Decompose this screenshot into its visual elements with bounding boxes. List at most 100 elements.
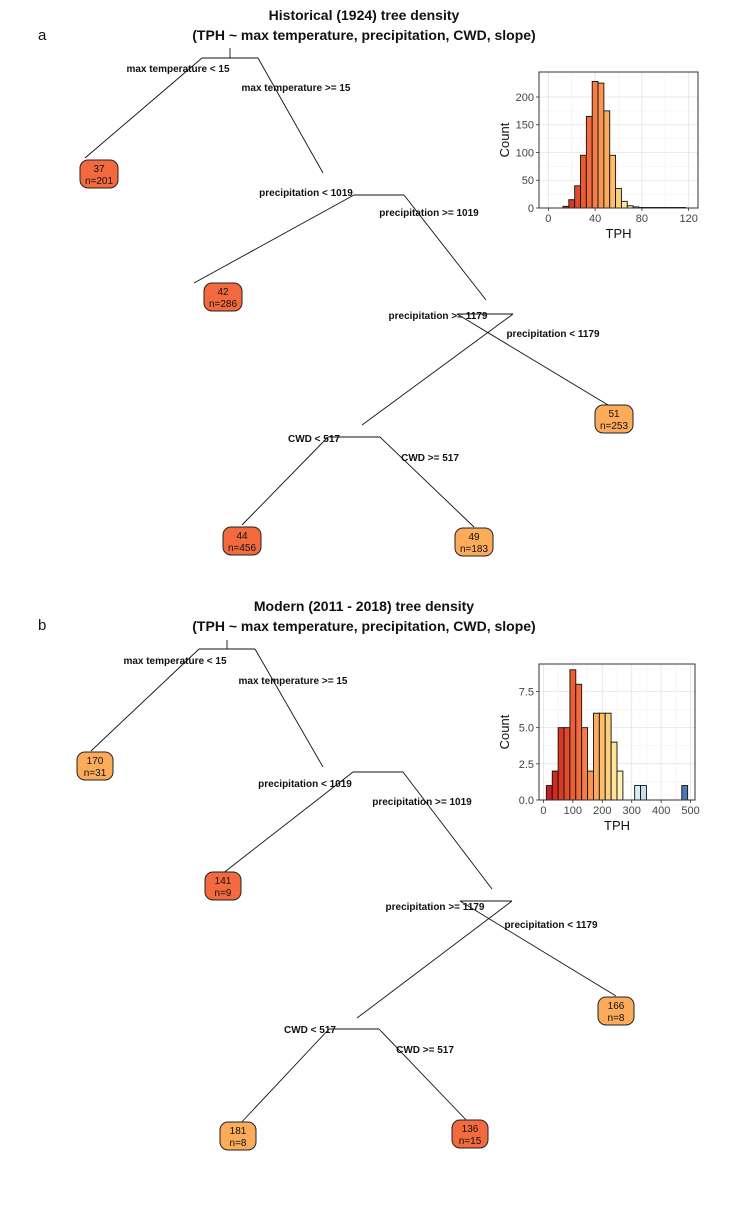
leaf-count: n=31 [84,768,107,779]
split-label-right: CWD >= 517 [396,1045,454,1056]
leaf-count: n=456 [228,543,257,554]
leaf-count: n=253 [600,421,629,432]
panel-letter: b [38,617,46,634]
x-axis-title: TPH [604,818,630,833]
histogram-bar [593,712,600,801]
y-tick-label: 200 [516,92,534,104]
histogram-bar [597,82,605,209]
branch-right [378,1028,471,1125]
histogram-bar [640,785,647,801]
split-label-left: precipitation >= 1179 [386,902,485,913]
branch-right [254,648,324,768]
y-axis-title: Count [497,122,512,157]
histogram-bar [551,770,559,801]
histogram-bar [620,200,628,209]
plot-border [538,663,696,801]
branch-left [221,771,354,875]
histogram-bar [574,185,581,209]
histogram-bar [681,785,689,801]
y-tick-label: 0.0 [519,795,534,807]
split-label-right: CWD >= 517 [401,453,459,464]
branch-left [456,313,609,406]
leaf-value: 49 [468,532,480,543]
decision-tree: max temperature < 15 max temperature >= 1… [76,640,635,1151]
branch-left [90,648,200,752]
leaf-box [219,1121,257,1151]
histogram-bar [557,727,565,801]
y-axis-title: Count [497,714,512,749]
leaf-value: 141 [215,876,232,887]
y-tick-label: 100 [516,147,534,159]
leaf-count: n=286 [209,299,238,310]
leaf-box [451,1119,489,1149]
branch-right [257,57,324,174]
leaf-value: 181 [230,1126,247,1137]
y-tick-label: 5.0 [519,723,534,735]
y-tick-label: 150 [516,120,534,132]
x-tick-label: 80 [636,213,648,225]
split-label-left: precipitation < 1019 [259,188,353,199]
histogram-bar [598,712,606,801]
split-label-left: precipitation < 1019 [258,779,352,790]
histogram-bar [569,669,577,801]
panel-title: Historical (1924) tree density [269,7,460,23]
x-tick-label: 300 [623,805,641,817]
decision-tree: max temperature < 15 max temperature >= 1… [79,48,634,557]
leaf-node: 37n=201 [79,159,119,189]
histogram-bar [615,188,622,209]
histogram-bar [603,110,611,209]
histogram-bar [616,770,624,801]
panel-subtitle: (TPH ~ max temperature, precipitation, C… [192,618,535,634]
histogram-bar [575,683,583,801]
split-label-right: precipitation >= 1019 [372,797,472,808]
y-tick-label: 50 [522,175,534,187]
histogram-bar [568,199,576,209]
plot-border [538,71,699,209]
x-tick-label: 0 [545,213,551,225]
leaf-box [76,751,114,781]
leaf-node: 49n=183 [454,527,494,557]
split-label-right: max temperature >= 15 [239,676,348,687]
panel-title: Modern (2011 - 2018) tree density [254,598,474,614]
leaf-box [222,526,262,556]
x-tick-label: 400 [652,805,670,817]
leaf-count: n=183 [460,544,489,555]
panel-letter: a [38,27,47,44]
panel-b: b Modern (2011 - 2018) tree density (TPH ~… [38,598,700,1151]
leaf-box [204,871,242,901]
split-label-left: max temperature < 15 [123,656,227,667]
leaf-value: 42 [217,287,229,298]
histogram-inset: 0 40 80 120 0 50 100 150 200 TPH Count [497,71,699,241]
x-axis-title: TPH [606,226,632,241]
x-tick-label: 200 [593,805,611,817]
histogram-bar [610,741,618,801]
branch-right [379,436,475,528]
split-label-left: CWD < 517 [288,434,340,445]
y-tick-label: 7.5 [519,686,534,698]
panel-subtitle: (TPH ~ max temperature, precipitation, C… [192,27,535,43]
leaf-box [203,282,243,312]
split-label-right: precipitation < 1179 [506,329,600,340]
split-label-left: max temperature < 15 [126,64,230,75]
split-label-left: precipitation >= 1179 [389,311,488,322]
leaf-box [454,527,494,557]
leaf-value: 136 [462,1124,479,1135]
histogram-bar [604,712,612,801]
leaf-count: n=201 [85,176,114,187]
branch-right [402,771,493,890]
branch-right [356,900,513,1019]
panel-a: a Historical (1924) tree density (TPH ~ ma… [38,7,699,557]
branch-left [84,57,203,159]
histogram-bar [609,154,617,209]
x-tick-label: 120 [679,213,697,225]
histogram-bar [587,770,594,801]
histogram-inset: 0 100 200 300 400 500 0.0 2.5 5.0 7.5 TPH Count [497,663,700,833]
branch-right [361,313,514,426]
histogram-bar [545,785,553,801]
